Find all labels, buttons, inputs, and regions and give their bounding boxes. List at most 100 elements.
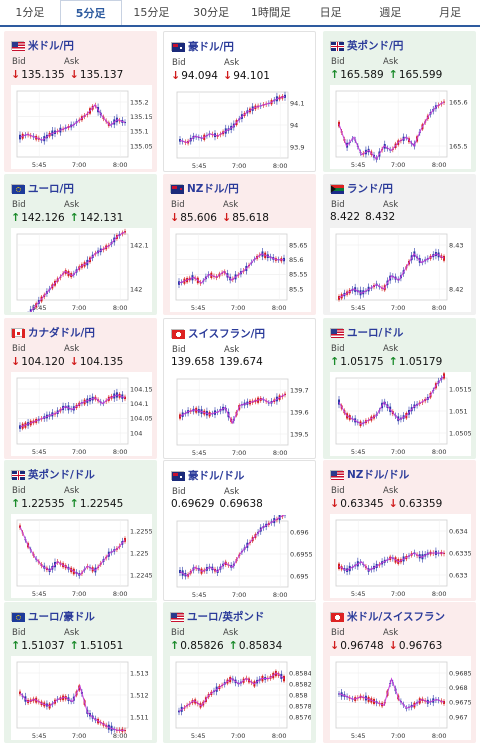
currency-pair-link[interactable]: ユーロ/豪ドル	[28, 609, 95, 624]
tab-4[interactable]: 1時間足	[241, 0, 301, 25]
currency-pair-link[interactable]: 英ポンド/ドル	[28, 467, 95, 482]
currency-pair-link[interactable]: 豪ドル/ドル	[188, 468, 244, 483]
currency-pair-link[interactable]: 米ドル/スイスフラン	[347, 609, 445, 624]
y-tick-label: 94.1	[290, 99, 304, 107]
tab-0[interactable]: 1分足	[0, 0, 60, 25]
y-tick-label: 104.1	[130, 400, 149, 408]
bid-label: Bid	[12, 628, 64, 638]
y-tick-label: 93.9	[290, 143, 304, 151]
currency-pair-link[interactable]: ユーロ/英ポンド	[187, 609, 264, 624]
currency-pair-link[interactable]: 英ポンド/円	[347, 38, 403, 53]
currency-pair-link[interactable]: 米ドル/円	[28, 38, 74, 53]
ask-label: Ask	[383, 344, 435, 354]
x-tick-label: 8:00	[273, 162, 288, 170]
currency-pair-link[interactable]: NZドル/ドル	[347, 467, 409, 482]
bid-value: 8.422	[330, 211, 360, 223]
x-tick-label: 8:00	[273, 591, 288, 599]
za-flag-icon	[330, 184, 343, 193]
down-arrow-icon: ↓	[222, 211, 231, 224]
x-tick-label: 7:00	[232, 449, 247, 457]
up-arrow-icon: ↑	[330, 68, 339, 81]
currency-pair-link[interactable]: ユーロ/ドル	[347, 325, 403, 340]
price-values: ↓135.135↓135.137	[11, 68, 128, 81]
plot-frame	[336, 662, 447, 728]
x-tick-label: 7:00	[231, 304, 246, 312]
currency-pair-link[interactable]: カナダドル/円	[28, 325, 95, 340]
x-tick-label: 8:00	[432, 304, 447, 312]
currency-pair-link[interactable]: 豪ドル/円	[188, 39, 234, 54]
tab-2[interactable]: 15分足	[122, 0, 182, 25]
bid-label: Bid	[12, 57, 64, 67]
y-tick-label: 85.6	[289, 256, 303, 264]
x-tick-label: 7:00	[231, 732, 246, 740]
currency-pair-link[interactable]: スイスフラン/円	[188, 326, 265, 341]
ask-value: 139.674	[219, 356, 262, 368]
currency-pair-link[interactable]: ユーロ/円	[28, 181, 74, 196]
ask-label: Ask	[64, 57, 116, 67]
y-tick-label: 0.633	[449, 571, 468, 579]
y-tick-label: 1.511	[130, 713, 149, 721]
tab-7[interactable]: 月足	[420, 0, 480, 25]
ask-value: 165.599	[399, 69, 442, 81]
currency-pair-link[interactable]: NZドル/円	[187, 181, 239, 196]
card-header: NZドル/円	[170, 181, 239, 195]
ask-label: Ask	[383, 57, 435, 67]
currency-pair-link[interactable]: ランド/円	[347, 181, 393, 196]
tab-3[interactable]: 30分足	[181, 0, 241, 25]
tab-1[interactable]: 5分足	[60, 0, 122, 25]
y-tick-label: 0.9675	[449, 699, 471, 707]
au-flag-icon	[171, 42, 184, 51]
y-tick-label: 165.5	[449, 142, 468, 150]
bid-value: 94.094	[181, 70, 218, 82]
y-tick-label: 1.513	[130, 669, 149, 677]
x-tick-label: 7:00	[391, 732, 406, 740]
y-tick-label: 0.9685	[449, 669, 471, 677]
tab-5[interactable]: 日足	[301, 0, 361, 25]
ask-value: 135.137	[80, 69, 123, 81]
tab-6[interactable]: 週足	[361, 0, 421, 25]
gb-flag-icon	[11, 470, 24, 479]
y-tick-label: 0.6955	[290, 550, 312, 558]
ask-value: 0.96763	[399, 640, 442, 652]
